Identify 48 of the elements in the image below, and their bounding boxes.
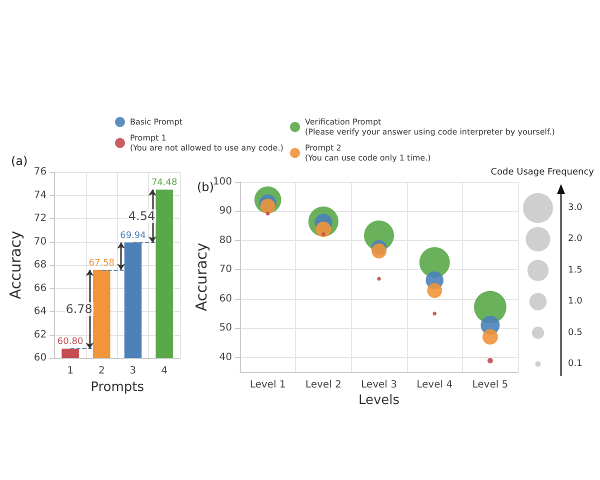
legend-label: 0.5 xyxy=(568,328,582,338)
x-tick-label: 4 xyxy=(161,366,168,376)
legend-label: 1.5 xyxy=(568,265,582,276)
legend-label: 0.1 xyxy=(568,359,582,369)
y-tick-label: 68 xyxy=(34,260,47,270)
x-axis-title: Levels xyxy=(358,393,400,408)
x-tick-label: Level 2 xyxy=(305,380,342,390)
legend-label: Prompt 1 (You are not allowed to use any code.) xyxy=(130,134,284,152)
legend-label: Prompt 2 (You can use code only 1 time.) xyxy=(305,144,431,162)
data-label: 67.58 xyxy=(88,258,115,268)
y-tick-label: 64 xyxy=(34,306,47,317)
y-tick-label: 72 xyxy=(34,213,47,224)
legend-label: Verification Prompt (Please verify your answer using code interpreter by yourself.) xyxy=(305,118,555,136)
x-tick-label: 3 xyxy=(130,366,136,376)
x-tick-label: Level 3 xyxy=(361,380,397,390)
legend-label: 1.0 xyxy=(568,296,583,307)
y-tick-label: 66 xyxy=(34,282,47,294)
legend-title: Code Usage Frequency xyxy=(490,168,595,178)
x-tick-label: Level 4 xyxy=(416,380,453,390)
annotation: 4.54 xyxy=(128,209,156,224)
y-tick-label: 60 xyxy=(219,293,232,304)
data-label: 69.94 xyxy=(120,230,146,241)
y-tick-label: 60 xyxy=(34,352,47,364)
legend-label: 3.0 xyxy=(568,203,583,213)
y-tick-label: 62 xyxy=(34,329,47,340)
y-tick-label: 80 xyxy=(219,234,232,246)
y-tick-label: 70 xyxy=(219,264,232,276)
x-tick-label: Level 1 xyxy=(250,380,286,390)
x-axis-title: Prompts xyxy=(90,380,144,395)
y-tick-label: 50 xyxy=(219,322,232,334)
chart-title: (b) xyxy=(197,180,214,194)
y-tick-label: 74 xyxy=(34,190,47,201)
y-tick-label: 100 xyxy=(212,176,232,188)
y-axis-title: Accuracy xyxy=(192,242,211,312)
y-tick-label: 76 xyxy=(34,166,47,178)
x-tick-label: 1 xyxy=(67,366,74,376)
annotation: 6.78 xyxy=(66,302,92,316)
legend-label: Basic Prompt xyxy=(130,118,182,126)
data-label: 60.80 xyxy=(57,337,84,348)
y-axis-title: Accuracy xyxy=(6,230,24,300)
y-tick-label: 70 xyxy=(34,236,47,248)
legend-label: 2.0 xyxy=(568,234,583,244)
y-tick-label: 90 xyxy=(219,206,232,217)
x-tick-label: 2 xyxy=(98,366,105,376)
data-label: 74.48 xyxy=(151,178,178,188)
x-tick-label: Level 5 xyxy=(472,380,508,390)
chart-title: (a) xyxy=(11,154,28,168)
y-tick-label: 40 xyxy=(219,352,232,363)
